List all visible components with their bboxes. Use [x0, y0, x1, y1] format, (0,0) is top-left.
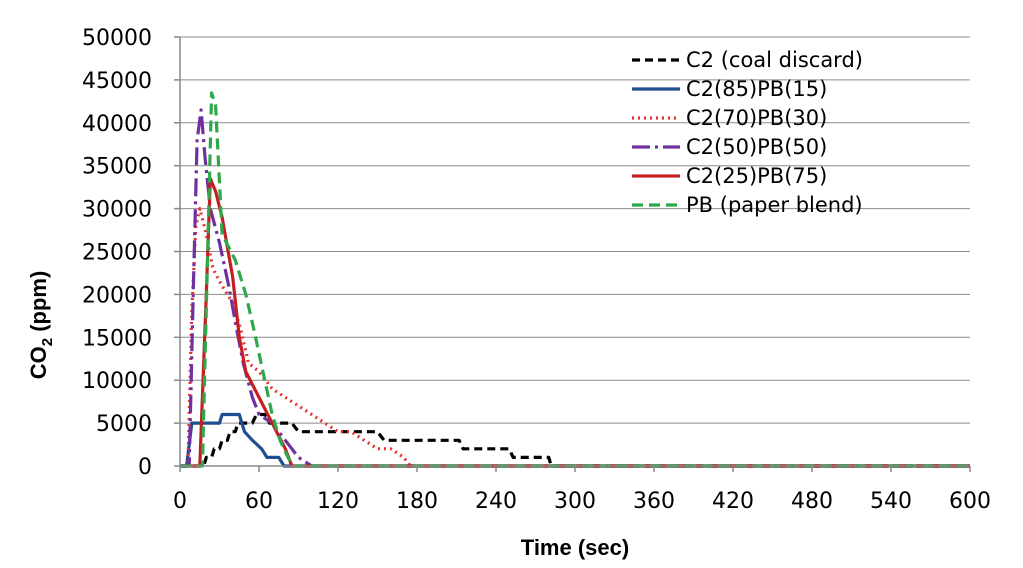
x-tick-label: 600 [949, 489, 991, 514]
y-axis-title-unit: (ppm) [26, 271, 51, 338]
gridlines [180, 36, 970, 424]
series-line-3 [180, 207, 970, 468]
x-tick-label: 480 [791, 489, 833, 514]
y-tick-label: 5000 [96, 412, 152, 437]
x-tick-label: 120 [317, 489, 359, 514]
y-tick-labels: 0 5000 10000 15000 20000 25000 30000 35000 40000… [82, 26, 180, 480]
series-line-6 [180, 91, 970, 468]
y-tick-label: 45000 [82, 69, 152, 94]
y-tick-label: 0 [138, 455, 152, 480]
x-tick-label: 360 [633, 489, 675, 514]
y-tick-label: 35000 [82, 155, 152, 180]
x-tick-label: 180 [396, 489, 438, 514]
y-tick-label: 20000 [82, 283, 152, 308]
series-line-4 [180, 108, 970, 468]
x-axis-title: Time (sec) [521, 535, 629, 560]
y-axis-title-subscript: 2 [39, 338, 56, 346]
series-line-1 [180, 412, 970, 468]
y-axis-title-main: CO [26, 346, 51, 379]
x-tick-label: 420 [712, 489, 754, 514]
x-tick-label: 540 [870, 489, 912, 514]
series-line-2 [180, 412, 970, 468]
legend-label-6: PB (paper blend) [686, 193, 863, 217]
y-tick-label: 40000 [82, 112, 152, 137]
y-tick-label: 30000 [82, 198, 152, 223]
x-tick-labels: 0 60 120 180 240 300 360 420 480 540 600 [173, 466, 991, 514]
y-tick-label: 50000 [82, 26, 152, 51]
y-tick-label: 25000 [82, 241, 152, 266]
legend-label-1: C2 (coal discard) [686, 48, 863, 72]
legend-label-4: C2(50)PB(50) [686, 135, 827, 159]
y-axis-title: CO2 (ppm) [26, 271, 56, 380]
legend-label-5: C2(25)PB(75) [686, 164, 827, 188]
y-tick-label: 15000 [82, 326, 152, 351]
x-tick-label: 240 [475, 489, 517, 514]
x-tick-label: 60 [245, 489, 273, 514]
series-layer [180, 91, 970, 468]
legend: C2 (coal discard) C2(85)PB(15) C2(70)PB(30… [632, 48, 863, 217]
x-tick-label: 300 [554, 489, 596, 514]
legend-label-2: C2(85)PB(15) [686, 77, 827, 101]
x-tick-label: 0 [173, 489, 187, 514]
legend-label-3: C2(70)PB(30) [686, 106, 827, 130]
y-tick-label: 10000 [82, 369, 152, 394]
